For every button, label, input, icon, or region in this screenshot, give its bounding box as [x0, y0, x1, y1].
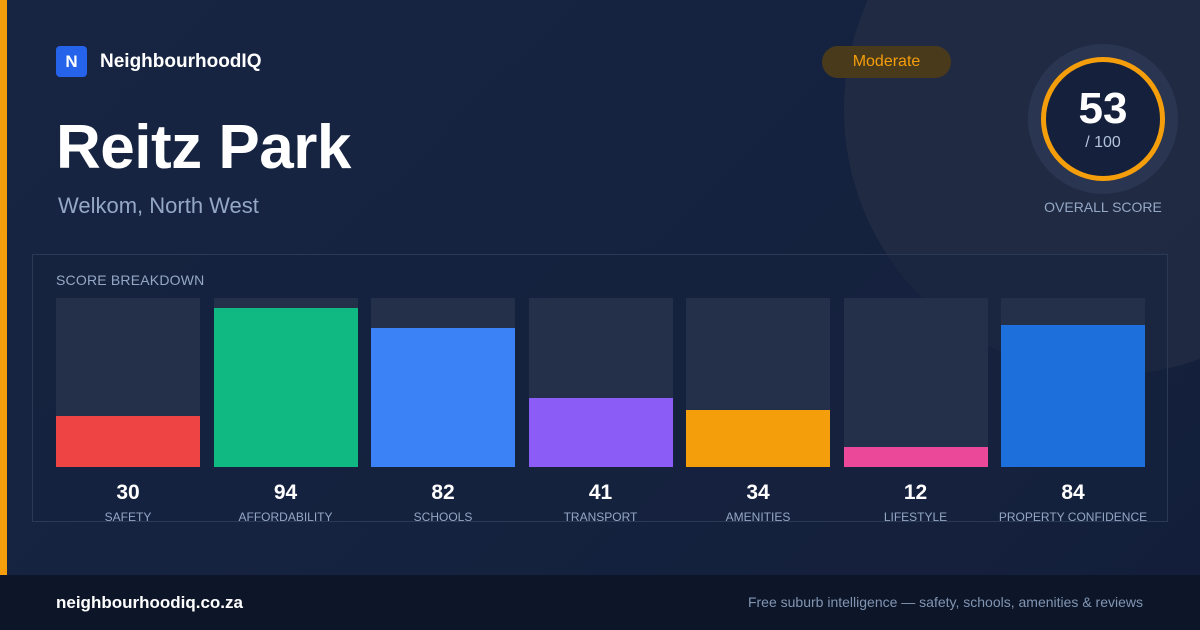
- bar-track: [56, 298, 200, 467]
- bar-column-lifestyle: 12 LIFESTYLE: [843, 298, 988, 524]
- overall-score-inner: 53 / 100: [1041, 57, 1165, 181]
- bar-column-affordability: 94 AFFORDABILITY: [213, 298, 358, 524]
- bar-value: 30: [116, 481, 140, 504]
- hero-card: N NeighbourhoodIQ Reitz Park Welkom, Nor…: [0, 0, 1200, 575]
- brand-name: NeighbourhoodIQ: [100, 50, 262, 72]
- bar: [371, 328, 515, 467]
- bar-value: 41: [588, 481, 613, 504]
- overall-score-max: / 100: [1085, 133, 1121, 151]
- bar-track: [1001, 298, 1145, 467]
- overall-score-ring: 53 / 100: [1028, 44, 1178, 194]
- overall-score-label: OVERALL SCORE: [1044, 199, 1162, 215]
- accent-bar: [0, 0, 7, 575]
- bar: [213, 308, 358, 467]
- footer-tagline: Free suburb intelligence — safety, schoo…: [747, 594, 1143, 610]
- bar-label: AFFORDABILITY: [238, 510, 333, 524]
- overall-score-value: 53: [1078, 83, 1128, 133]
- bar-column-property-confidence: 84 PROPERTY CONFIDENCE: [999, 298, 1147, 524]
- bar-column-amenities: 34 AMENITIES: [686, 298, 830, 524]
- bar-value: 82: [431, 481, 455, 504]
- bar-label: PROPERTY CONFIDENCE: [998, 510, 1148, 524]
- bar-track: [213, 298, 358, 467]
- bar-track: [528, 298, 673, 467]
- bar-track: [843, 298, 988, 467]
- brand[interactable]: N NeighbourhoodIQ: [56, 46, 261, 77]
- bar-value: 84: [1061, 481, 1085, 504]
- bar-value: 12: [903, 481, 928, 504]
- score-breakdown-title: SCORE BREAKDOWN: [56, 272, 205, 288]
- bar-value: 94: [273, 481, 298, 504]
- bar-column-schools: 82 SCHOOLS: [371, 298, 515, 524]
- bar: [1001, 325, 1145, 467]
- bar-value: 34: [746, 481, 770, 504]
- bar-column-transport: 41 TRANSPORT: [528, 298, 673, 524]
- bar: [56, 416, 200, 467]
- score-breakdown-panel: SCORE BREAKDOWN 30 SAFETY 94 AFFORDABILITY 8…: [32, 254, 1168, 524]
- bar-label: SAFETY: [104, 510, 152, 524]
- footer: neighbourhoodiq.co.za Free suburb intell…: [0, 575, 1200, 630]
- bar-label: AMENITIES: [725, 510, 791, 524]
- score-breakdown-chart: 30 SAFETY 94 AFFORDABILITY 82 SCHOOLS 41 TRANSP…: [56, 298, 1147, 524]
- bar-track: [371, 298, 515, 467]
- bar-column-safety: 30 SAFETY: [56, 298, 200, 524]
- bar: [686, 409, 830, 467]
- bar-label: TRANSPORT: [563, 510, 638, 524]
- bar-track: [686, 298, 830, 467]
- logo-icon: N: [56, 46, 87, 77]
- bar: [843, 446, 988, 467]
- bar-label: LIFESTYLE: [883, 510, 948, 524]
- suburb-location: Welkom, North West: [58, 193, 259, 218]
- rating-badge: Moderate: [822, 46, 951, 78]
- footer-url[interactable]: neighbourhoodiq.co.za: [56, 593, 243, 612]
- bar: [528, 397, 673, 467]
- suburb-title: Reitz Park: [56, 113, 351, 182]
- bar-label: SCHOOLS: [413, 510, 473, 524]
